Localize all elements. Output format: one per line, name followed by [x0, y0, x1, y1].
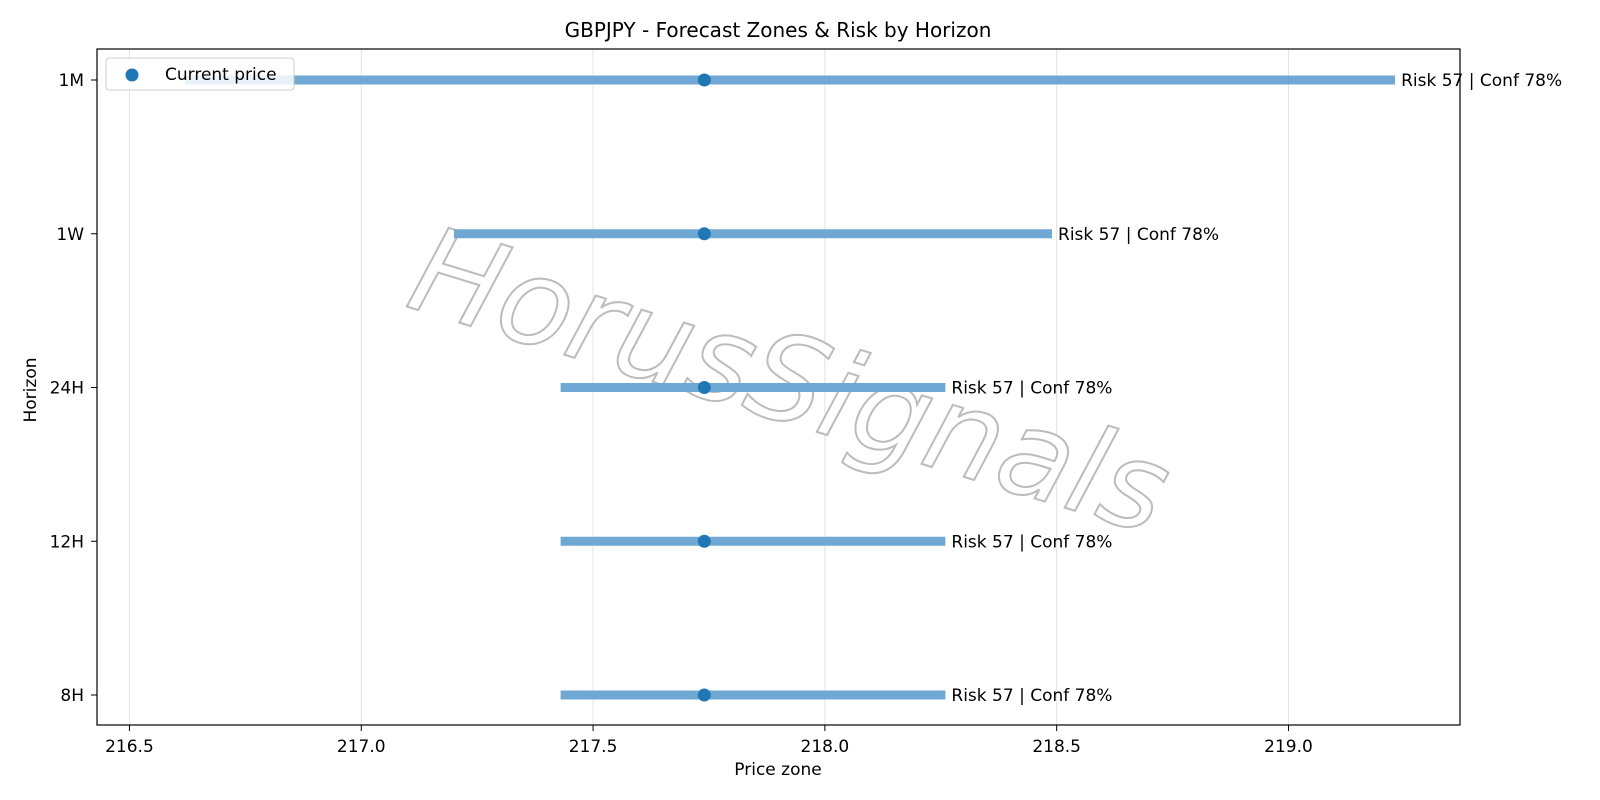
zone-annotations: Risk 57 | Conf 78% Risk 57 | Conf 78% Risk… — [951, 71, 1562, 706]
x-tick-label: 218.5 — [1032, 737, 1081, 757]
y-tick-label-24h: 24H — [50, 379, 84, 399]
x-tick-label: 217.5 — [569, 737, 618, 757]
zone-annotation-24h: Risk 57 | Conf 78% — [951, 379, 1112, 399]
current-price-dot-8h — [697, 688, 711, 702]
current-price-dot-12h — [697, 534, 711, 548]
current-price-dots — [697, 73, 711, 702]
current-price-dot-1m — [697, 73, 711, 87]
x-tick-label: 216.5 — [105, 737, 154, 757]
y-axis-label: Horizon — [21, 358, 41, 423]
legend-entry-current-price: Current price — [165, 65, 277, 85]
x-tick-label: 217.0 — [337, 737, 386, 757]
x-axis: 216.5 217.0 217.5 218.0 218.5 219.0 — [105, 725, 1313, 757]
zone-annotation-1w: Risk 57 | Conf 78% — [1058, 225, 1219, 245]
x-tick-label: 218.0 — [801, 737, 850, 757]
y-tick-label-1w: 1W — [56, 225, 84, 245]
y-tick-label-12h: 12H — [50, 532, 84, 552]
y-axis: 1M 1W 24H 12H 8H — [50, 71, 97, 706]
y-tick-label-1m: 1M — [59, 71, 84, 91]
legend-marker-icon — [125, 68, 139, 82]
legend-box — [105, 57, 295, 91]
chart-title: GBPJPY - Forecast Zones & Risk by Horizo… — [565, 18, 992, 42]
x-tick-label: 219.0 — [1264, 737, 1313, 757]
zone-annotation-1m: Risk 57 | Conf 78% — [1401, 71, 1562, 91]
y-tick-label-8h: 8H — [60, 686, 84, 706]
zone-annotation-12h: Risk 57 | Conf 78% — [951, 532, 1112, 552]
forecast-zones — [185, 75, 1396, 700]
current-price-dot-1w — [697, 227, 711, 241]
zone-annotation-8h: Risk 57 | Conf 78% — [951, 686, 1112, 706]
current-price-dot-24h — [697, 381, 711, 394]
x-axis-label: Price zone — [734, 760, 821, 780]
legend: Current price — [105, 57, 295, 91]
